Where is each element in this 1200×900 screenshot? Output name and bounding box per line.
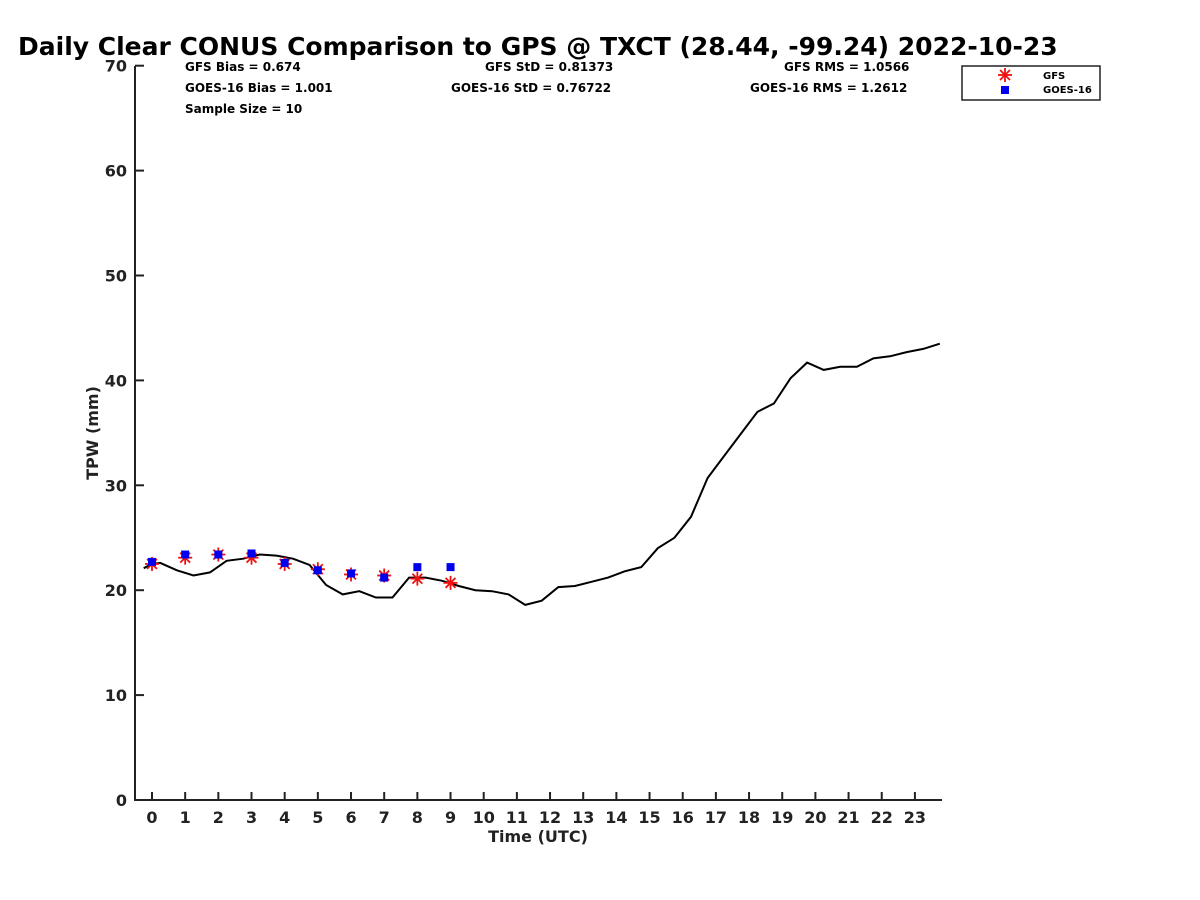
- x-tick-label: 11: [506, 808, 528, 827]
- x-tick-label: 0: [146, 808, 157, 827]
- y-tick-label: 10: [105, 686, 127, 705]
- goes-std-stat: GOES-16 StD = 0.76722: [451, 81, 611, 95]
- y-tick-label: 40: [105, 371, 127, 390]
- goes16-point: [446, 563, 455, 572]
- gfs-std-stat: GFS StD = 0.81373: [485, 60, 613, 74]
- legend: GFS GOES-16: [961, 65, 1101, 101]
- x-tick-label: 13: [572, 808, 594, 827]
- y-axis-label: TPW (mm): [83, 386, 102, 480]
- legend-box: [961, 65, 1101, 101]
- gfs-point: [443, 575, 458, 590]
- goes16-point: [413, 563, 422, 572]
- x-tick-label: 2: [213, 808, 224, 827]
- x-tick-label: 17: [705, 808, 727, 827]
- x-tick-label: 16: [672, 808, 694, 827]
- sample-size-stat: Sample Size = 10: [185, 102, 302, 116]
- y-tick-label: 0: [116, 791, 127, 810]
- goes16-point: [148, 557, 156, 566]
- goes16-point: [380, 573, 389, 582]
- x-tick-label: 3: [246, 808, 257, 827]
- goes16-point: [214, 550, 223, 559]
- legend-gfs-asterisk: [998, 68, 1012, 82]
- legend-gfs-label: GFS: [1043, 71, 1065, 82]
- goes16-point: [280, 558, 289, 567]
- y-tick-label: 20: [105, 581, 127, 600]
- x-tick-label: 21: [837, 808, 859, 827]
- x-tick-label: 9: [445, 808, 456, 827]
- gfs-point: [410, 571, 425, 586]
- gfs-rms-stat: GFS RMS = 1.0566: [784, 60, 909, 74]
- goes16-point: [181, 550, 190, 559]
- x-tick-label: 5: [312, 808, 323, 827]
- goes-bias-stat: GOES-16 Bias = 1.001: [185, 81, 333, 95]
- x-ticks: 0 1 2 3 4 5 6 7 8 9 10 11 12 13 14 15 16 17 18 19 20 21 22 23: [146, 792, 926, 827]
- x-tick-label: 6: [345, 808, 356, 827]
- x-tick-label: 15: [638, 808, 660, 827]
- x-tick-label: 14: [605, 808, 627, 827]
- y-tick-label: 50: [105, 267, 127, 286]
- goes16-point: [313, 566, 322, 575]
- y-tick-label: 30: [105, 476, 127, 495]
- y-tick-label: 70: [105, 57, 127, 76]
- plot-area: [143, 342, 941, 606]
- x-tick-label: 20: [804, 808, 826, 827]
- x-tick-label: 10: [473, 808, 495, 827]
- x-tick-label: 18: [738, 808, 760, 827]
- goes-rms-stat: GOES-16 RMS = 1.2612: [750, 81, 907, 95]
- x-tick-label: 7: [379, 808, 390, 827]
- chart-title: Daily Clear CONUS Comparison to GPS @ TX…: [18, 32, 1058, 61]
- x-tick-label: 22: [871, 808, 893, 827]
- x-tick-label: 1: [180, 808, 191, 827]
- plot-axes: [134, 66, 942, 801]
- legend-goes-label: GOES-16: [1043, 85, 1092, 96]
- x-axis-label: Time (UTC): [488, 827, 588, 846]
- x-tick-label: 8: [412, 808, 423, 827]
- y-ticks: 0 10 20 30 40 50 60 70: [105, 57, 144, 810]
- x-tick-label: 12: [539, 808, 561, 827]
- y-tick-label: 60: [105, 162, 127, 181]
- gfs-bias-stat: GFS Bias = 0.674: [185, 60, 301, 74]
- x-tick-label: 23: [904, 808, 926, 827]
- legend-goes-square-icon: [1001, 86, 1009, 94]
- gps-tpw-line: [143, 342, 941, 606]
- goes16-point: [247, 549, 256, 558]
- legend-gfs-asterisk-icon: [998, 68, 1012, 82]
- x-tick-label: 4: [279, 808, 290, 827]
- goes16-point: [347, 569, 356, 578]
- x-tick-label: 19: [771, 808, 793, 827]
